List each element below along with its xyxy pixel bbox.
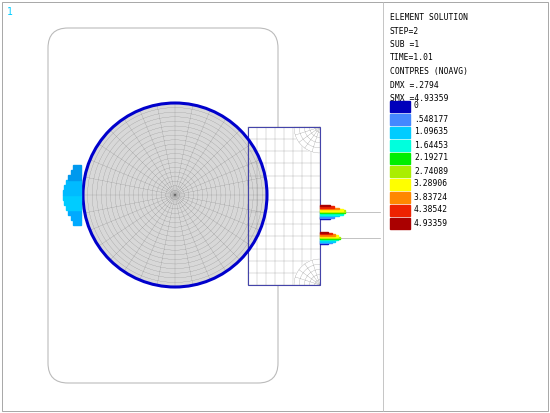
Bar bbox=[320, 210, 345, 212]
Bar bbox=[390, 192, 410, 202]
Bar bbox=[390, 178, 410, 190]
Bar bbox=[320, 216, 334, 218]
Bar bbox=[66, 180, 81, 185]
Bar bbox=[320, 205, 330, 206]
Text: STEP=2: STEP=2 bbox=[390, 26, 419, 36]
Bar bbox=[66, 205, 81, 210]
Bar bbox=[320, 212, 345, 214]
Bar bbox=[64, 200, 81, 205]
Bar bbox=[390, 100, 410, 112]
Text: 4.93359: 4.93359 bbox=[414, 218, 448, 228]
Bar bbox=[320, 208, 339, 209]
Bar bbox=[63, 195, 81, 200]
Bar bbox=[320, 217, 330, 219]
Bar bbox=[320, 238, 340, 239]
Bar bbox=[71, 170, 81, 175]
Bar bbox=[390, 126, 410, 138]
Text: DMX =.2794: DMX =.2794 bbox=[390, 81, 439, 90]
Text: SMX =4.93359: SMX =4.93359 bbox=[390, 94, 448, 103]
Text: CONTPRES (NOAVG): CONTPRES (NOAVG) bbox=[390, 67, 468, 76]
Bar bbox=[64, 185, 81, 190]
Bar bbox=[320, 235, 338, 237]
Bar bbox=[390, 166, 410, 176]
Text: .548177: .548177 bbox=[414, 114, 448, 123]
Text: 2.74089: 2.74089 bbox=[414, 166, 448, 176]
Bar bbox=[248, 127, 320, 285]
Bar bbox=[63, 190, 81, 195]
FancyBboxPatch shape bbox=[48, 28, 278, 383]
Bar bbox=[390, 204, 410, 216]
Text: TIME=1.01: TIME=1.01 bbox=[390, 54, 434, 62]
Bar bbox=[320, 242, 332, 243]
Bar bbox=[320, 206, 334, 208]
Bar bbox=[320, 215, 339, 216]
Bar bbox=[71, 215, 81, 220]
Bar bbox=[390, 152, 410, 164]
Bar bbox=[68, 210, 81, 215]
Bar bbox=[74, 165, 81, 170]
Text: 3.28906: 3.28906 bbox=[414, 180, 448, 188]
Bar bbox=[74, 220, 81, 225]
Bar bbox=[320, 234, 335, 235]
Text: ELEMENT SOLUTION: ELEMENT SOLUTION bbox=[390, 13, 468, 22]
Bar bbox=[320, 213, 343, 215]
Bar bbox=[390, 218, 410, 228]
Bar bbox=[390, 114, 410, 124]
Text: 0: 0 bbox=[414, 102, 419, 111]
Bar bbox=[320, 239, 338, 240]
Bar bbox=[390, 140, 410, 150]
Polygon shape bbox=[294, 127, 320, 153]
Text: 3.83724: 3.83724 bbox=[414, 192, 448, 202]
Bar bbox=[320, 209, 343, 211]
Bar bbox=[320, 232, 328, 233]
Polygon shape bbox=[294, 259, 320, 285]
Text: 1.64453: 1.64453 bbox=[414, 140, 448, 150]
Bar bbox=[320, 233, 332, 235]
Circle shape bbox=[83, 103, 267, 287]
Text: 1.09635: 1.09635 bbox=[414, 128, 448, 137]
Bar bbox=[320, 242, 328, 244]
Bar bbox=[248, 127, 320, 285]
Bar bbox=[320, 237, 340, 238]
Text: 4.38542: 4.38542 bbox=[414, 206, 448, 214]
Text: 1: 1 bbox=[7, 7, 13, 17]
Bar bbox=[68, 175, 81, 180]
Text: 2.19271: 2.19271 bbox=[414, 154, 448, 162]
Text: SUB =1: SUB =1 bbox=[390, 40, 419, 49]
Bar bbox=[320, 240, 335, 242]
